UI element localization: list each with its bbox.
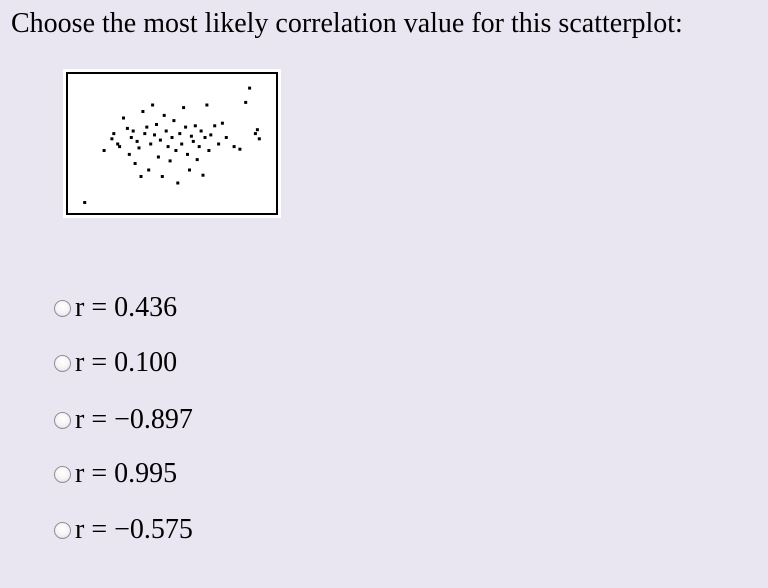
- radio-button-1[interactable]: [54, 299, 71, 317]
- scatterplot-image: [63, 69, 281, 218]
- scatter-point: [205, 103, 209, 107]
- scatter-point: [116, 142, 120, 146]
- scatter-point: [143, 132, 147, 136]
- scatter-point: [203, 136, 207, 139]
- option-4-label: r = 0.995: [75, 458, 178, 489]
- scatter-point: [244, 100, 248, 104]
- scatter-point: [127, 152, 131, 156]
- scatter-point: [186, 152, 189, 156]
- scatter-point: [160, 175, 164, 178]
- option-1[interactable]: r = 0.436: [54, 288, 177, 328]
- scatter-point: [201, 173, 205, 177]
- scatter-point: [255, 128, 259, 132]
- scatter-point: [162, 113, 166, 117]
- radio-button-4[interactable]: [54, 465, 71, 483]
- question-text: Choose the most likely correlation value…: [11, 8, 683, 39]
- scatter-point: [189, 134, 193, 138]
- scatter-point: [135, 139, 139, 143]
- scatter-point: [213, 124, 217, 128]
- scatter-point: [224, 136, 228, 139]
- scatter-point: [122, 116, 125, 120]
- scatter-point: [220, 121, 224, 125]
- scatter-point: [180, 142, 184, 146]
- scatter-point: [199, 129, 203, 133]
- scatter-point: [238, 147, 242, 151]
- scatter-point: [139, 175, 143, 178]
- scatter-point: [172, 119, 176, 123]
- scatter-point: [176, 181, 180, 185]
- scatter-point: [156, 155, 160, 159]
- scatter-point: [125, 126, 129, 130]
- scatter-point: [110, 137, 114, 141]
- scatter-point: [257, 137, 261, 141]
- scatter-point: [253, 132, 257, 136]
- scatter-point: [209, 133, 213, 137]
- scatter-point: [158, 138, 162, 142]
- option-1-label: r = 0.436: [75, 292, 178, 323]
- option-3[interactable]: r = −0.897: [54, 400, 193, 440]
- option-5-label: r = −0.575: [75, 514, 193, 545]
- scatter-point: [141, 110, 145, 113]
- option-2[interactable]: r = 0.100: [54, 343, 177, 383]
- scatter-point: [145, 125, 149, 129]
- scatterplot: [83, 86, 261, 204]
- scatter-point: [102, 149, 106, 152]
- option-3-label: r = −0.897: [75, 404, 193, 435]
- scatter-point: [133, 162, 137, 165]
- scatter-point: [174, 149, 178, 152]
- scatter-point: [182, 106, 186, 110]
- scatter-point: [112, 132, 116, 136]
- scatter-point: [147, 168, 151, 172]
- scatter-point: [195, 158, 199, 162]
- scatter-point: [248, 86, 252, 90]
- scatter-point: [137, 146, 141, 150]
- scatter-point: [151, 103, 155, 107]
- radio-button-5[interactable]: [54, 521, 71, 539]
- scatter-point: [178, 132, 182, 136]
- scatter-point: [153, 133, 156, 137]
- scatter-point: [166, 145, 170, 149]
- option-5[interactable]: r = −0.575: [54, 510, 193, 550]
- scatter-point: [155, 123, 158, 126]
- scatter-point: [164, 129, 168, 133]
- scatter-point: [232, 145, 236, 149]
- scatter-point: [188, 168, 191, 172]
- scatter-point: [197, 145, 201, 149]
- radio-button-3[interactable]: [54, 411, 71, 429]
- scatter-point: [170, 136, 174, 139]
- scatter-point: [168, 159, 172, 163]
- scatter-point: [184, 125, 188, 129]
- scatter-point: [129, 136, 133, 139]
- scatter-point: [131, 129, 135, 133]
- scatter-point: [193, 124, 197, 128]
- scatter-point: [149, 142, 153, 146]
- scatter-point: [118, 145, 122, 149]
- scatterplot-frame: [66, 72, 278, 215]
- scatter-point: [83, 201, 87, 204]
- scatter-point: [207, 149, 211, 152]
- option-4[interactable]: r = 0.995: [54, 454, 177, 494]
- option-2-label: r = 0.100: [75, 347, 178, 378]
- radio-button-2[interactable]: [54, 354, 71, 372]
- scatter-point: [217, 142, 221, 146]
- scatter-point: [191, 139, 195, 143]
